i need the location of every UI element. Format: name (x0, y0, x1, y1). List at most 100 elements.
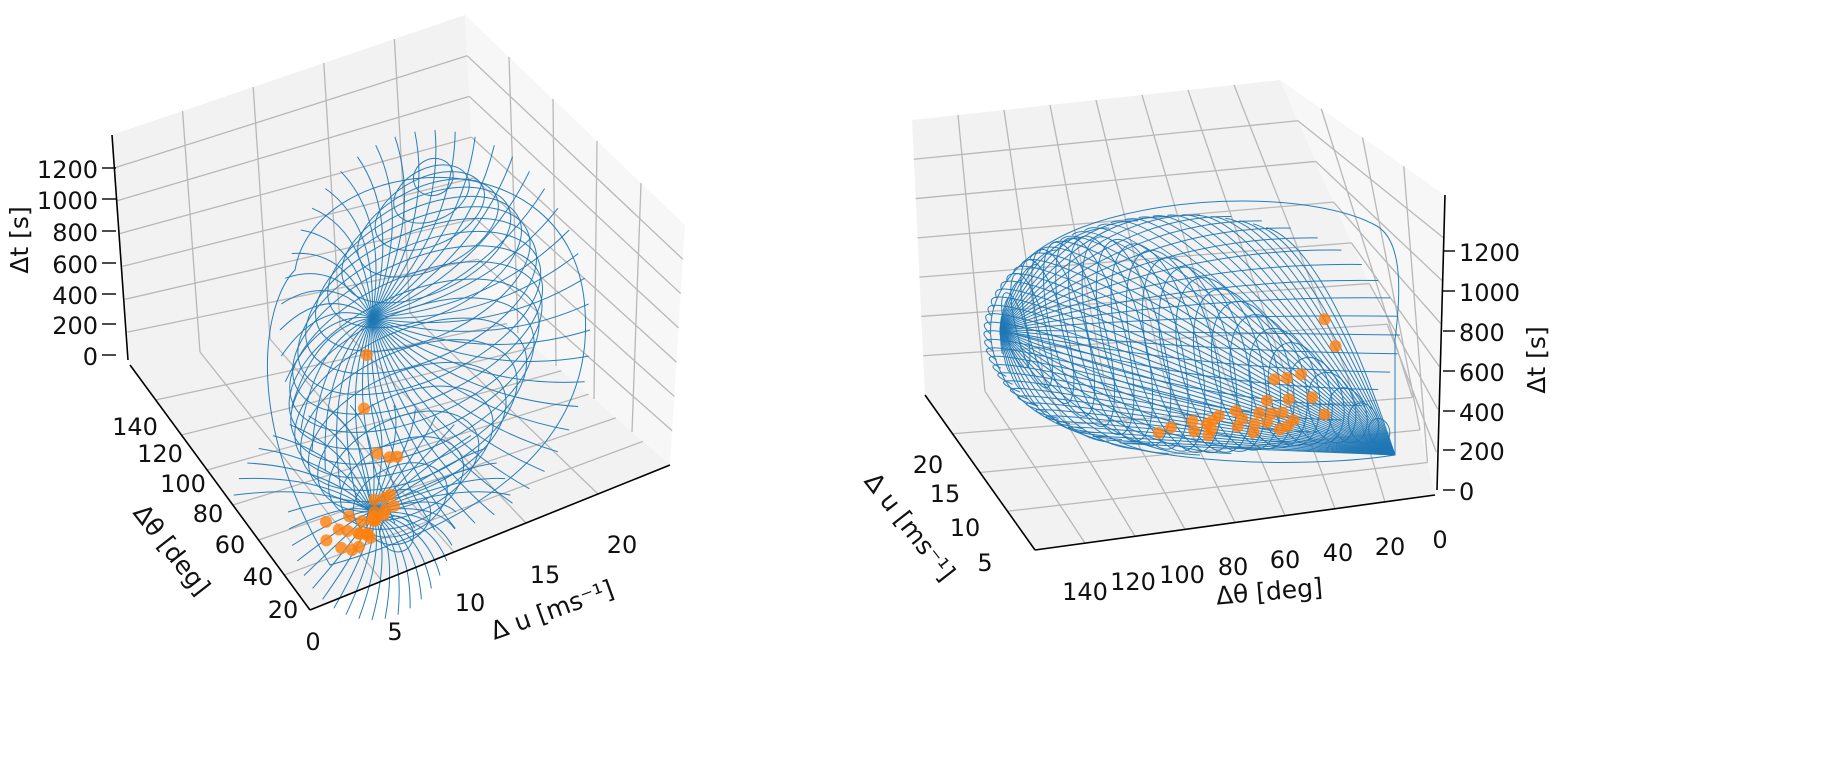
mesh-line (289, 424, 373, 513)
data-point (1186, 415, 1199, 428)
mesh-line (999, 329, 1401, 336)
data-point (1265, 407, 1278, 420)
z-axis-line (1436, 194, 1446, 491)
mesh-ring (1020, 259, 1075, 405)
mesh-ring (1175, 277, 1268, 452)
mesh-line (308, 415, 373, 513)
mesh-line (367, 317, 416, 529)
data-point (368, 505, 381, 518)
mesh-line (300, 317, 373, 431)
mesh-line (371, 317, 585, 383)
surface-outline (266, 177, 587, 566)
data-point (1260, 394, 1273, 407)
gridline (631, 182, 642, 433)
mesh-ring (1001, 292, 1031, 369)
data-point (1231, 420, 1244, 433)
mesh-line (999, 249, 1342, 331)
mesh-line (371, 303, 589, 332)
mesh-line (370, 317, 436, 531)
data-point (1281, 372, 1294, 384)
gridline (122, 177, 474, 268)
mesh-ring (328, 410, 480, 522)
mesh-line (258, 448, 373, 513)
mesh-line (999, 329, 1023, 390)
mesh-line (999, 263, 1362, 331)
chart-right: 5101520020406080100120140020040060080010… (859, 80, 1551, 611)
gridline (1361, 137, 1421, 431)
x-tick-label: 15 (530, 561, 561, 589)
y-tick-label: 80 (1218, 553, 1249, 581)
y-tick-label: 20 (1375, 533, 1406, 561)
mesh-line (371, 317, 570, 431)
mesh-line (281, 290, 373, 319)
mesh-line (999, 329, 1362, 406)
mesh-ring (1095, 238, 1189, 450)
data-point (1295, 368, 1308, 381)
gridline (1403, 166, 1429, 463)
mesh-ring (1347, 402, 1380, 444)
data-point (346, 544, 358, 556)
mesh-line (300, 229, 373, 319)
gridline (921, 282, 1370, 318)
data-point (1188, 425, 1201, 438)
mesh-line (999, 249, 1059, 331)
gridline (269, 338, 455, 553)
mesh-line (247, 462, 373, 513)
x-tick-label: 5 (977, 549, 992, 577)
gridline (1044, 387, 1136, 537)
y-axis-line (129, 364, 311, 611)
mesh-ring (294, 317, 528, 479)
mesh-line (233, 491, 373, 513)
y-axis-line (1034, 494, 1436, 551)
mesh-line (371, 136, 476, 319)
gridline (199, 351, 383, 582)
data-point (1282, 393, 1295, 406)
mesh-line (357, 156, 384, 319)
data-point (1276, 406, 1289, 419)
gridline (1104, 383, 1186, 530)
mesh-line (999, 329, 1059, 421)
mesh-line (371, 145, 495, 319)
data-point (1253, 406, 1266, 419)
mesh-ring (1125, 249, 1222, 453)
gridline (470, 136, 680, 329)
mesh-ring (1010, 273, 1053, 389)
data-point (360, 349, 373, 361)
gridline (1315, 160, 1443, 282)
x-tick-label: 5 (387, 618, 402, 646)
z-axis-label: Δt [s] (1522, 326, 1551, 393)
mesh-line (988, 355, 1396, 456)
gridline (114, 55, 468, 169)
mesh-line (1124, 218, 1396, 456)
mesh-ring (393, 164, 470, 224)
mesh-ring (1368, 418, 1391, 445)
data-point (391, 450, 404, 463)
mesh-ring (374, 171, 485, 251)
mesh-line (311, 317, 373, 452)
gridline (552, 98, 557, 367)
scatter-points (320, 349, 404, 556)
mesh-line (371, 136, 405, 319)
mesh-line (999, 329, 1039, 406)
gridline (593, 140, 598, 400)
y-tick-label: 0 (305, 628, 320, 656)
mesh-ring (305, 217, 538, 375)
data-point (1268, 373, 1281, 386)
z-tick-label: 800 (52, 219, 98, 247)
back-pane-right (465, 15, 685, 465)
gridline (1284, 372, 1336, 509)
y-tick-label: 60 (1270, 546, 1301, 574)
z-axis-line (111, 134, 129, 361)
z-tick-label: 600 (52, 251, 98, 279)
mesh-ring (1248, 327, 1321, 447)
z-tick-label: 600 (1459, 359, 1505, 387)
x-tick-label: 10 (950, 514, 981, 542)
z-tick-label: 800 (1459, 319, 1505, 347)
data-point (379, 503, 392, 516)
y-tick-label: 40 (1323, 539, 1354, 567)
mesh-ring (357, 178, 499, 278)
mesh-line (1138, 216, 1396, 456)
mesh-line (999, 329, 1262, 450)
gridline (155, 322, 508, 401)
mesh-line (371, 253, 579, 319)
